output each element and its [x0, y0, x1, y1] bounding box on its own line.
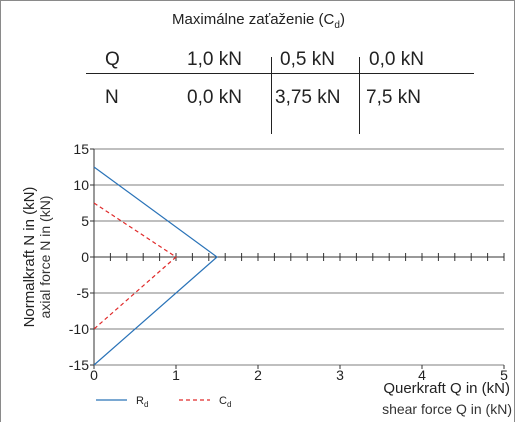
- row-label-n: N: [105, 87, 119, 108]
- x-tick-label-3: 3: [336, 367, 344, 383]
- x-axis-subtitle: shear force Q in (kN): [382, 401, 512, 417]
- y-tick-label-2: 5: [81, 213, 89, 229]
- column-divider-1: [271, 57, 272, 134]
- x-axis-title: Querkraft Q in (kN): [383, 380, 510, 397]
- series-line-0: [93, 166, 218, 366]
- load-table-title: Maximálne zaťaženie (Cd): [1, 11, 514, 31]
- x-tick-label-5: 5: [500, 367, 508, 383]
- y-tick-label-6: -15: [69, 357, 89, 373]
- series-line-1: [93, 202, 177, 330]
- y-tick-label-0: 15: [73, 141, 89, 157]
- x-tick-label-4: 4: [418, 367, 426, 383]
- load-table: Maximálne zaťaženie (Cd) Q 1,0 kN 0,5 kN…: [1, 1, 514, 161]
- y-tick-label-1: 10: [73, 177, 89, 193]
- table-separator: [86, 73, 474, 74]
- y-tick-label-3: 0: [81, 249, 89, 265]
- y-axis-title: Normalkraft N in (kN): [21, 187, 38, 328]
- x-tick-label-1: 1: [172, 367, 180, 383]
- n-value-2: 3,75 kN: [275, 87, 341, 108]
- n-value-3: 7,5 kN: [366, 87, 421, 108]
- x-tick-label-0: 0: [90, 367, 98, 383]
- legend-label-0: Rd: [136, 395, 148, 409]
- n-value-1: 0,0 kN: [187, 87, 242, 108]
- y-tick-label-4: -5: [77, 285, 90, 301]
- x-tick-label-2: 2: [254, 367, 262, 383]
- row-label-q: Q: [105, 49, 120, 70]
- y-axis-subtitle: axial force N in (kN): [37, 196, 53, 319]
- load-title-subscript: d: [334, 20, 340, 31]
- q-value-1: 1,0 kN: [187, 49, 242, 70]
- q-value-3: 0,0 kN: [369, 49, 424, 70]
- q-value-2: 0,5 kN: [280, 49, 335, 70]
- load-title-close: ): [339, 11, 345, 28]
- y-tick-label-5: -10: [69, 321, 89, 337]
- column-divider-2: [359, 57, 360, 134]
- load-title-text: Maximálne zaťaženie (C: [172, 11, 335, 28]
- legend-label-1: Cd: [219, 395, 231, 409]
